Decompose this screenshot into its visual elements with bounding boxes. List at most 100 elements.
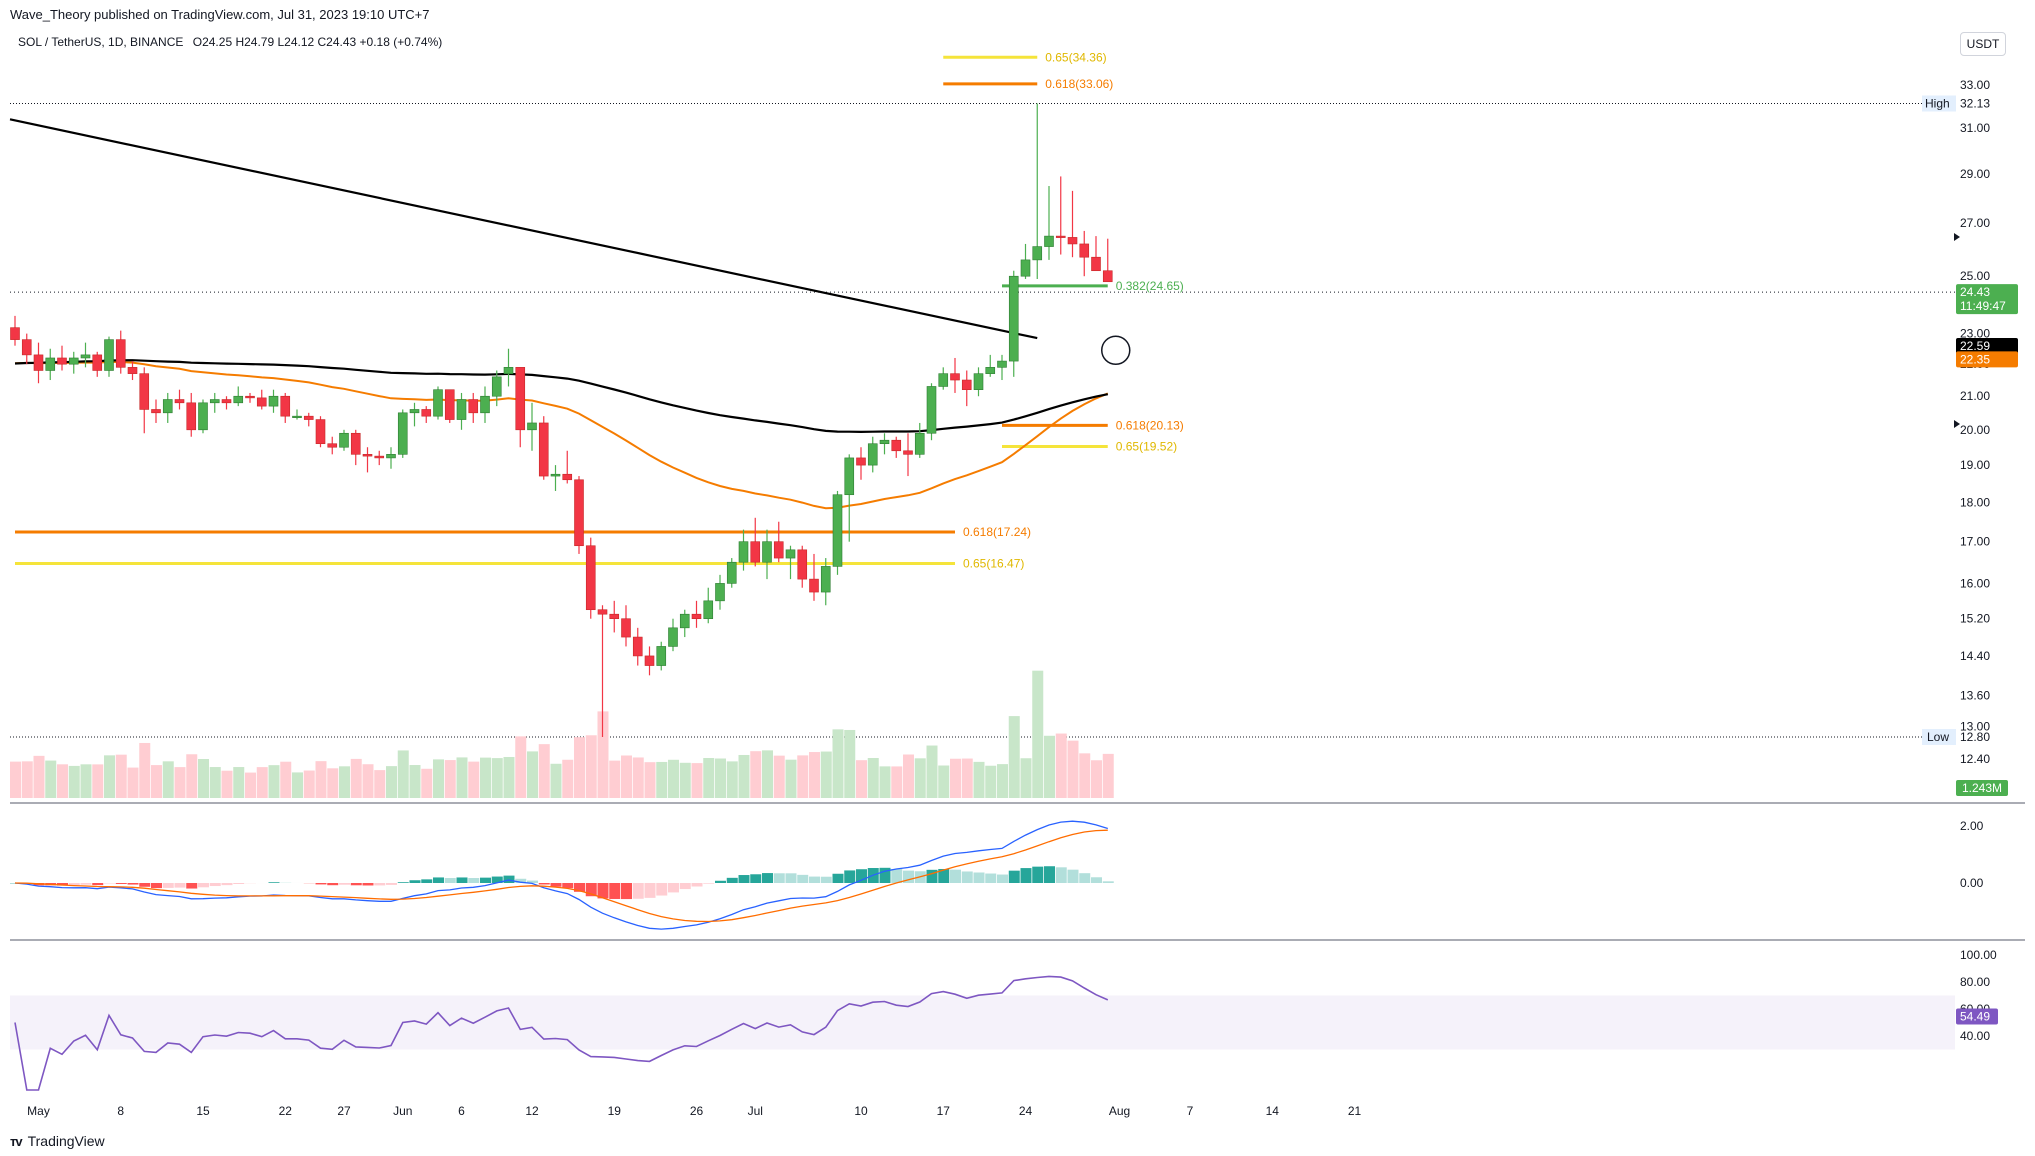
ema-line bbox=[14, 360, 1109, 510]
candle bbox=[762, 541, 772, 563]
macd-histogram-bar bbox=[268, 882, 280, 883]
macd-histogram-bar bbox=[997, 874, 1008, 883]
macd-histogram-bar bbox=[785, 873, 797, 883]
macd-histogram-bar bbox=[750, 874, 762, 883]
price-tick-label: 19.00 bbox=[1960, 458, 1990, 472]
candle bbox=[703, 600, 714, 620]
price-tick-label: 17.00 bbox=[1960, 535, 1990, 549]
volume-bar bbox=[280, 761, 292, 798]
macd-histogram-bar bbox=[444, 878, 456, 883]
macd-histogram-bar bbox=[127, 883, 139, 885]
volume-bar bbox=[409, 765, 421, 798]
price-tick-label: 33.00 bbox=[1960, 78, 1990, 92]
tradingview-logo: ᴛᴠ TradingView bbox=[10, 1133, 105, 1149]
low-label: Low bbox=[1927, 730, 1949, 744]
volume-bar bbox=[950, 758, 961, 798]
candle bbox=[785, 549, 796, 559]
candle bbox=[738, 541, 749, 563]
volume-bar bbox=[162, 761, 174, 798]
candle bbox=[820, 566, 831, 593]
volume-bar bbox=[1055, 733, 1067, 798]
candle bbox=[750, 541, 761, 563]
volume-bar bbox=[926, 745, 938, 798]
macd-histogram-bar bbox=[926, 869, 938, 883]
volume-bar bbox=[92, 764, 104, 798]
candle bbox=[10, 327, 20, 340]
volume-bar bbox=[997, 764, 1008, 798]
candle bbox=[421, 409, 432, 417]
candle bbox=[209, 399, 220, 404]
candle bbox=[668, 627, 678, 647]
macd-axis-label: 0.00 bbox=[1960, 876, 1984, 890]
sma-line bbox=[14, 359, 1109, 434]
candle bbox=[950, 373, 960, 381]
currency-button[interactable]: USDT bbox=[1960, 32, 2006, 56]
time-axis-label: Aug bbox=[1109, 1104, 1130, 1118]
macd-histogram-bar bbox=[68, 883, 80, 886]
macd-histogram-bar bbox=[198, 883, 209, 888]
candle bbox=[609, 613, 620, 620]
volume-bar bbox=[386, 766, 397, 798]
volume-bar bbox=[45, 760, 57, 798]
macd-histogram-bar bbox=[80, 883, 92, 885]
symbol-name[interactable]: SOL / TetherUS, 1D, BINANCE bbox=[18, 35, 184, 49]
price-axis-tag-countdown: 11:49:47 bbox=[1960, 299, 2006, 313]
volume-bar bbox=[480, 757, 491, 798]
volume-bar bbox=[785, 759, 797, 798]
macd-histogram-bar bbox=[1079, 873, 1091, 883]
volume-bar bbox=[1067, 740, 1079, 798]
volume-bar bbox=[609, 760, 621, 798]
macd-histogram-bar bbox=[1055, 867, 1067, 883]
volume-bar bbox=[374, 770, 386, 798]
candle bbox=[280, 395, 291, 417]
macd-histogram-bar bbox=[679, 883, 691, 890]
candle bbox=[315, 419, 326, 445]
candle bbox=[33, 354, 44, 371]
candle bbox=[68, 357, 79, 365]
volume-bar bbox=[856, 760, 867, 798]
candle bbox=[174, 399, 185, 404]
volume-bar bbox=[585, 735, 597, 798]
candle bbox=[456, 399, 467, 420]
candle bbox=[386, 454, 396, 459]
volume-bar bbox=[115, 754, 127, 798]
macd-histogram-bar bbox=[221, 883, 233, 886]
macd-histogram-bar bbox=[456, 877, 468, 883]
price-tick-label: 25.00 bbox=[1960, 269, 1990, 283]
candle bbox=[527, 422, 537, 431]
time-axis-label: Jun bbox=[393, 1104, 412, 1118]
macd-histogram-bar bbox=[738, 875, 750, 883]
price-axis-tag bbox=[1956, 337, 2018, 354]
price-axis-tag-value: 24.43 bbox=[1960, 285, 1990, 299]
volume-tag bbox=[1956, 780, 2008, 796]
volume-bar bbox=[151, 765, 162, 798]
macd-histogram-bar bbox=[973, 872, 985, 883]
time-axis-label: 15 bbox=[196, 1104, 210, 1118]
time-axis-label: 22 bbox=[279, 1104, 293, 1118]
macd-histogram-bar bbox=[891, 868, 903, 883]
volume-bar bbox=[33, 755, 45, 798]
volume-bar bbox=[562, 759, 574, 798]
volume-bar bbox=[527, 751, 538, 798]
volume-bar bbox=[456, 757, 468, 798]
macd-histogram-bar bbox=[421, 879, 433, 883]
candle bbox=[350, 432, 361, 455]
candle bbox=[644, 655, 655, 666]
volume-bar bbox=[691, 763, 703, 798]
price-tick-label: 12.40 bbox=[1960, 752, 1990, 766]
volume-bar bbox=[1102, 753, 1114, 798]
macd-histogram-bar bbox=[597, 883, 609, 899]
candle bbox=[797, 549, 808, 580]
candle bbox=[679, 613, 690, 629]
volume-bar bbox=[644, 762, 656, 798]
candle bbox=[656, 646, 667, 666]
volume-bar bbox=[268, 765, 280, 798]
volume-bar bbox=[186, 754, 198, 798]
macd-histogram-bar bbox=[139, 883, 151, 887]
candle bbox=[691, 613, 702, 620]
candle bbox=[585, 545, 596, 611]
volume-bar bbox=[961, 758, 973, 798]
candle bbox=[538, 422, 549, 477]
time-axis-label: Jul bbox=[748, 1104, 763, 1118]
